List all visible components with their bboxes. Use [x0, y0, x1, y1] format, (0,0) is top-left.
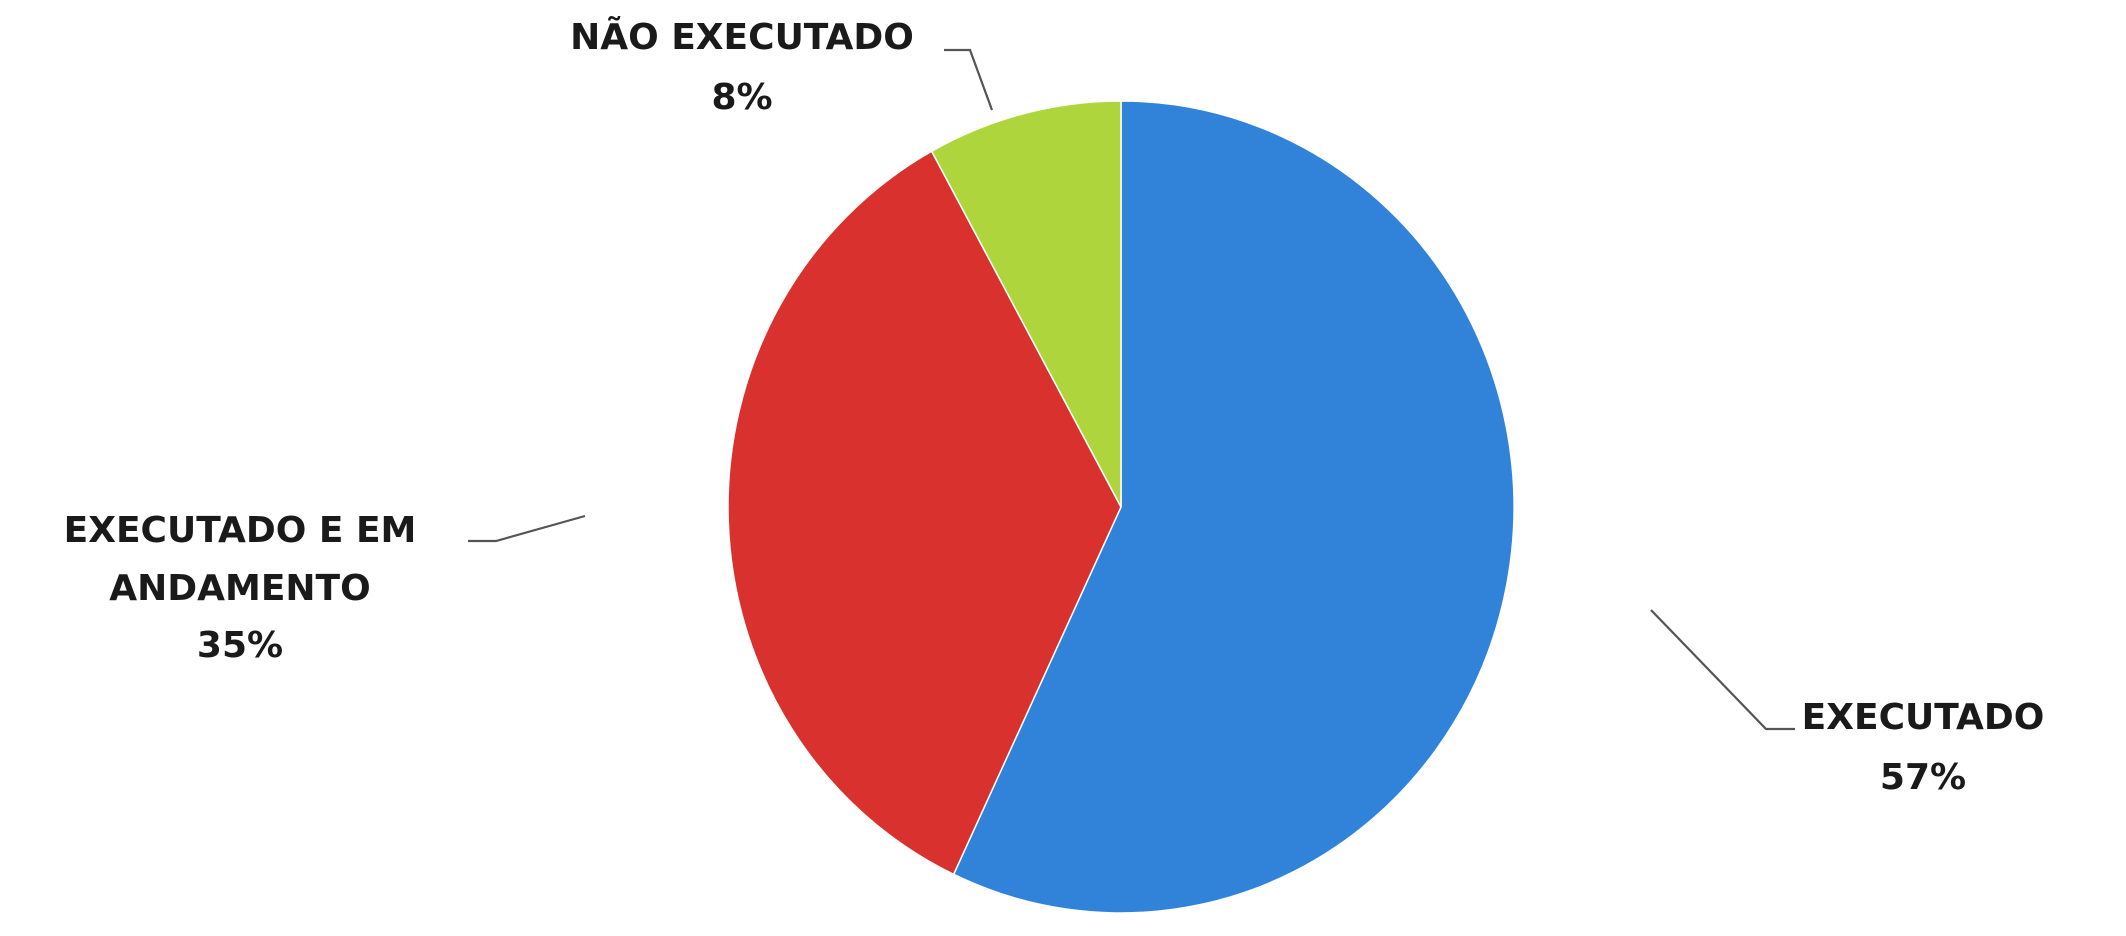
slice-label-executado: EXECUTADO — [1802, 697, 2045, 738]
leader-line-nao-executado — [944, 48, 994, 111]
data-label-executado: EXECUTADO 57% — [1802, 697, 2045, 798]
leader-line-executado-e-em-andamento — [468, 514, 586, 543]
leader-lines — [468, 48, 1795, 731]
data-label-executado-e-em-andamento: EXECUTADO E EM ANDAMENTO 35% — [64, 510, 417, 666]
leader-line-executado — [1650, 609, 1795, 731]
data-label-nao-executado: NÃO EXECUTADO 8% — [570, 16, 914, 118]
slice-value-executado-e-em-andamento: 35% — [197, 625, 283, 666]
pie-slice-executado-e-em-andamento — [727, 150, 1122, 876]
pie-slice-executado — [952, 100, 1515, 914]
pie-slice-nao-executado — [930, 100, 1122, 508]
slice-label-nao-executado: NÃO EXECUTADO — [570, 16, 914, 58]
slice-value-nao-executado: 8% — [711, 77, 772, 118]
pie-slices — [727, 100, 1515, 914]
slice-value-executado: 57% — [1880, 757, 1966, 798]
slice-label-andamento-line2: ANDAMENTO — [109, 568, 370, 609]
slice-label-executado-e-em-line1: EXECUTADO E EM — [64, 510, 417, 551]
